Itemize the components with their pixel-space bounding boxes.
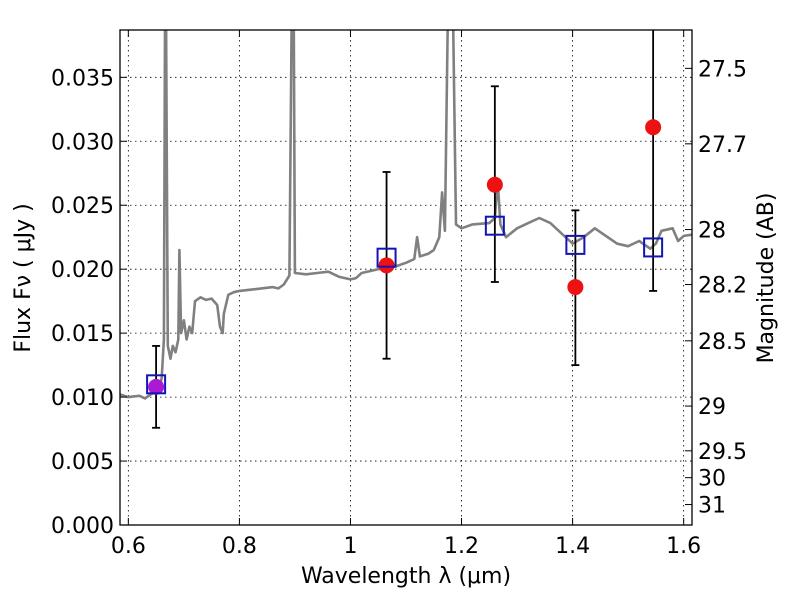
y2-tick-label: 27.5 <box>698 57 747 82</box>
y-axis-label: Flux Fν ( μJy ) <box>11 203 36 352</box>
y2-tick-label: 30 <box>698 467 726 492</box>
model-square <box>376 247 397 268</box>
y-tick-label: 0.020 <box>51 258 114 283</box>
model-square <box>484 215 505 236</box>
x-tick-label: 1.4 <box>555 534 590 559</box>
y-tick-label: 0.035 <box>51 66 114 91</box>
y2-tick-label: 28 <box>698 219 726 244</box>
photometry-point <box>148 378 165 395</box>
x-tick-label: 1.6 <box>666 534 701 559</box>
error-bars <box>146 30 664 429</box>
x-tick-label: 1 <box>343 534 357 559</box>
photometry-point <box>378 257 395 274</box>
y-tick-label: 0.005 <box>51 450 114 475</box>
y-tick-label: 0.030 <box>51 130 114 155</box>
y-tick-label: 0.010 <box>51 386 114 411</box>
y2-axis-label: Magnitude (AB) <box>754 193 779 364</box>
x-tick-label: 0.8 <box>222 534 257 559</box>
y2-tick-label: 29.5 <box>698 440 747 465</box>
y-tick-label: 0.000 <box>51 514 114 539</box>
photometry-point <box>567 279 584 296</box>
spectrum-line <box>120 30 692 400</box>
plot-frame <box>119 29 693 526</box>
model-square <box>643 237 664 258</box>
x-tick-label: 1.2 <box>444 534 479 559</box>
y2-tick-label: 28.2 <box>698 274 747 299</box>
y2-tick-label: 29 <box>698 395 726 420</box>
photometry-point <box>486 176 503 193</box>
y2-tick-label: 31 <box>698 494 726 519</box>
x-axis-label: Wavelength λ (μm) <box>301 564 511 589</box>
model-square <box>146 374 167 395</box>
y2-tick-label: 27.7 <box>698 133 747 158</box>
plot-area <box>120 30 692 400</box>
y2-tick-label: 28.5 <box>698 330 747 355</box>
y-tick-label: 0.025 <box>51 194 114 219</box>
grid <box>120 30 692 526</box>
x-tick-label: 0.6 <box>111 534 146 559</box>
ticks: 0.6 0.8 1 1.2 1.4 1.6 0.000 0.005 0.010 0.015 0.02… <box>51 30 747 559</box>
photometry-point <box>645 119 662 136</box>
model-square <box>565 234 586 255</box>
y-tick-label: 0.015 <box>51 322 114 347</box>
